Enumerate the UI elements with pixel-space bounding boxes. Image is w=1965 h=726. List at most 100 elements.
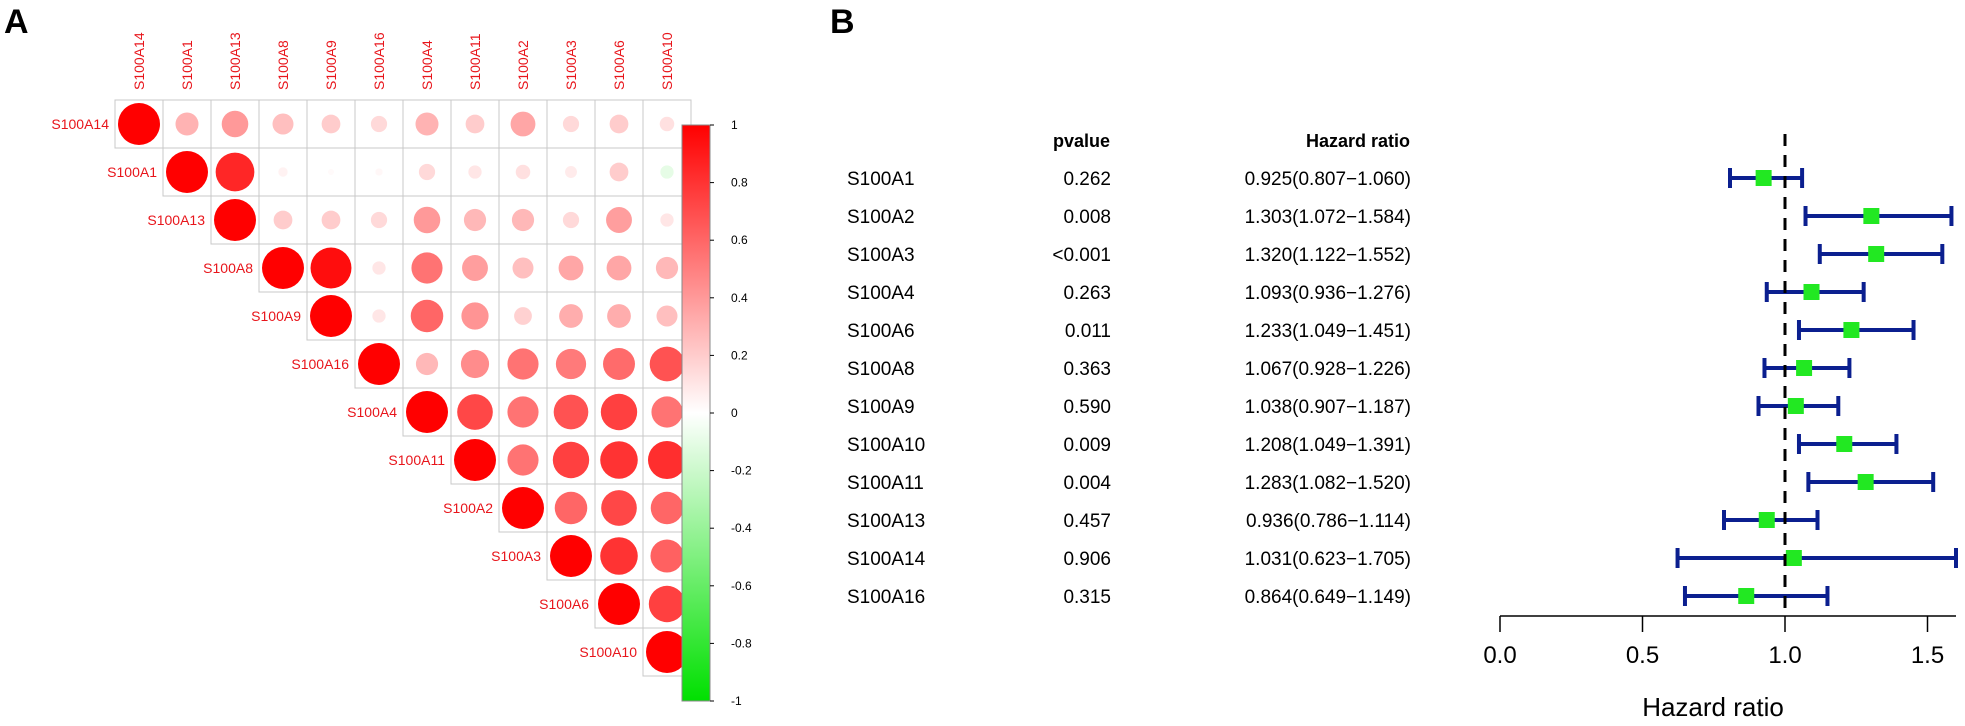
correlation-circle (462, 255, 488, 281)
gene-name: S100A10 (847, 435, 925, 456)
pvalue-cell: 0.315 (1063, 587, 1111, 608)
column-label: S100A16 (371, 32, 387, 90)
correlation-circle (650, 491, 684, 525)
hazard-ratio-point (1796, 360, 1813, 376)
correlation-circle (410, 299, 444, 333)
hazard-ratio-cell: 1.303(1.072−1.584) (1245, 207, 1411, 228)
correlation-circle (463, 208, 487, 232)
row-label: S100A11 (388, 452, 445, 468)
correlation-circle (650, 539, 684, 573)
pvalue-cell: 0.457 (1063, 511, 1111, 532)
correlation-circle (262, 247, 304, 289)
correlation-circle (370, 115, 388, 133)
gene-name: S100A2 (847, 207, 915, 228)
correlation-circle (454, 439, 496, 481)
correlation-circle (502, 487, 544, 529)
correlation-circle (600, 537, 638, 575)
correlation-circle (310, 295, 352, 337)
correlation-circle (646, 631, 688, 673)
correlation-circle (555, 348, 587, 380)
correlation-circle (375, 168, 383, 176)
correlation-circle (370, 211, 388, 229)
pvalue-cell: 0.008 (1063, 207, 1111, 228)
forest-table: pvalue Hazard ratio S100A1 0.262 0.925(0.8… (847, 131, 1411, 608)
correlation-matrix: S100A14 S100A1 S100A13 S100A8 S100A9 S100A16 S… (51, 32, 692, 677)
correlation-circle (215, 152, 255, 192)
colorbar-tick-label: -0.4 (731, 521, 752, 535)
correlation-circle (606, 255, 632, 281)
correlation-circle (514, 307, 532, 325)
colorbar-tick-label: 0.8 (731, 176, 748, 190)
x-axis-tick-label: 0.0 (1483, 642, 1516, 669)
column-label: S100A6 (611, 40, 627, 90)
colorbar-tick-label: 0.4 (731, 291, 748, 305)
hazard-ratio-point (1868, 246, 1885, 262)
row-label: S100A6 (539, 596, 589, 612)
row-label: S100A16 (291, 356, 349, 372)
column-label: S100A1 (179, 40, 195, 90)
correlation-circle (603, 348, 635, 380)
correlation-circle (411, 252, 443, 284)
correlation-circle (659, 116, 675, 132)
correlation-circle (406, 391, 448, 433)
row-label: S100A4 (347, 404, 397, 420)
hazard-ratio-cell: 0.925(0.807−1.060) (1245, 169, 1411, 190)
correlation-circle (273, 210, 293, 230)
correlation-circle (214, 199, 256, 241)
column-label: S100A13 (227, 32, 243, 90)
correlation-circle (413, 206, 441, 234)
correlation-circle (507, 348, 539, 380)
row-label: S100A3 (491, 548, 541, 564)
hazard-ratio-point (1755, 170, 1772, 186)
hazard-ratio-cell: 1.320(1.122−1.552) (1245, 245, 1411, 266)
correlation-circle (418, 163, 436, 181)
correlation-circle (166, 151, 208, 193)
row-label: S100A9 (251, 308, 301, 324)
hazard-ratio-cell: 1.208(1.049−1.391) (1245, 435, 1411, 456)
correlation-circle (328, 169, 334, 175)
pvalue-cell: 0.263 (1063, 283, 1111, 304)
correlation-circle (510, 111, 536, 137)
correlation-circle (550, 535, 592, 577)
row-label: S100A8 (203, 260, 253, 276)
hazard-ratio-point (1843, 322, 1860, 338)
correlation-circle (609, 114, 629, 134)
column-label: S100A4 (419, 40, 435, 90)
hazard-ratio-cell: 1.031(0.623−1.705) (1245, 549, 1411, 570)
gene-name: S100A8 (847, 359, 915, 380)
gene-name: S100A9 (847, 397, 915, 418)
correlation-circle (600, 441, 638, 479)
colorbar-tick-label: -0.6 (731, 579, 752, 593)
column-label: S100A14 (131, 32, 147, 90)
correlation-circle (358, 343, 400, 385)
pvalue-cell: 0.004 (1063, 473, 1111, 494)
correlation-circle (272, 113, 294, 135)
correlation-circle (372, 309, 386, 323)
colorbar-tick-label: -0.2 (731, 464, 752, 478)
correlation-circle (465, 114, 485, 134)
colorbar: 1 0.8 0.6 0.4 0.2 0 -0.2 -0.4 -0.6 -0.8 -1 (681, 118, 752, 708)
correlation-circle (609, 162, 629, 182)
gene-name: S100A6 (847, 321, 915, 342)
correlation-circle (660, 165, 674, 179)
row-label: S100A2 (443, 500, 493, 516)
hazard-ratio-cell: 0.864(0.649−1.149) (1245, 587, 1411, 608)
correlation-circle (512, 257, 534, 279)
correlation-circle (647, 440, 687, 480)
correlation-circle (552, 441, 590, 479)
correlation-circle (515, 164, 531, 180)
gene-name: S100A14 (847, 549, 926, 570)
panel-b-label: B (830, 3, 855, 41)
hazard-ratio-column-header: Hazard ratio (1306, 131, 1410, 151)
correlation-circle (601, 490, 637, 526)
correlation-circle (607, 304, 631, 328)
row-label: S100A14 (51, 116, 109, 132)
correlation-circle (118, 103, 160, 145)
colorbar-tick-label: 0.6 (731, 233, 748, 247)
correlation-circle (175, 112, 199, 136)
pvalue-cell: 0.906 (1063, 549, 1111, 570)
hazard-ratio-point (1758, 512, 1775, 528)
correlation-circle (649, 346, 685, 382)
correlation-circle (460, 349, 490, 379)
colorbar-tick-label: -1 (731, 694, 742, 708)
